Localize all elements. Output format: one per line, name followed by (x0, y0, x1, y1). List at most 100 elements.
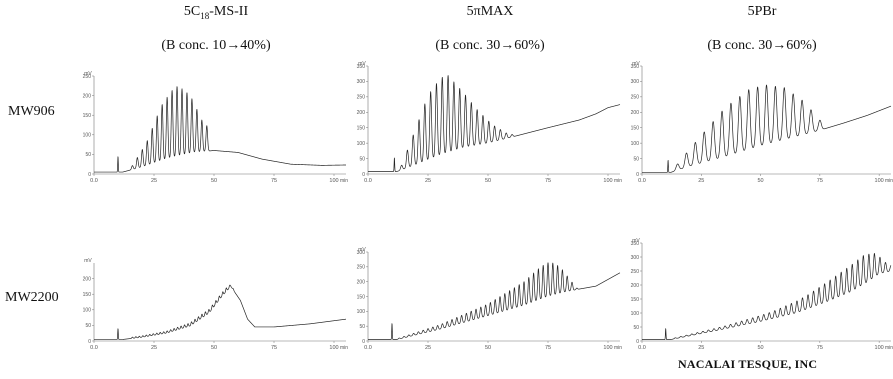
x-tick-label: 75 (545, 178, 551, 184)
y-tick-label: 200 (357, 279, 366, 285)
x-unit-label: min (340, 178, 348, 184)
y-tick-label: 100 (631, 311, 640, 317)
y-tick-label: 0 (88, 339, 91, 345)
y-tick-label: 200 (357, 110, 366, 116)
chromatogram-trace (641, 253, 892, 340)
y-tick-label: 50 (633, 156, 639, 162)
y-tick-label: 350 (631, 64, 640, 70)
x-tick-label: 0.0 (364, 178, 372, 184)
x-tick-label: 75 (545, 345, 551, 351)
y-tick-label: 0 (636, 172, 639, 178)
y-tick-label: 350 (631, 241, 640, 247)
y-tick-label: 250 (631, 95, 640, 101)
y-unit-label: mV (84, 258, 92, 264)
y-tick-label: 50 (359, 324, 365, 330)
x-tick-label: 0.0 (638, 178, 646, 184)
y-tick-label: 100 (357, 309, 366, 315)
y-unit-label: mV (358, 247, 366, 253)
y-tick-label: 100 (83, 308, 92, 314)
y-tick-label: 150 (357, 294, 366, 300)
x-tick-label: 25 (151, 345, 157, 351)
y-tick-label: 350 (357, 64, 366, 70)
x-tick-label: 75 (271, 345, 277, 351)
x-tick-label: 100 (875, 345, 884, 351)
column-title-pimax: 5πMAX (466, 4, 514, 19)
x-tick-label: 100 (329, 178, 338, 184)
y-tick-label: 0 (88, 172, 91, 178)
x-tick-label: 100 (875, 178, 884, 184)
x-tick-label: 25 (698, 178, 704, 184)
x-unit-label: min (885, 345, 893, 351)
x-unit-label: min (614, 345, 622, 351)
x-tick-label: 0.0 (90, 178, 98, 184)
y-tick-label: 100 (631, 141, 640, 147)
y-tick-label: 200 (83, 276, 92, 282)
chromatogram-trace (93, 86, 347, 173)
y-unit-label: mV (358, 61, 366, 67)
x-tick-label: 75 (817, 345, 823, 351)
column-condition-pimax: (B conc. 30→60%) (435, 38, 545, 53)
y-tick-label: 200 (83, 93, 92, 99)
y-tick-label: 0 (636, 339, 639, 345)
chromatogram-trace (367, 75, 621, 172)
y-tick-label: 0 (362, 172, 365, 178)
y-tick-label: 150 (631, 126, 640, 132)
y-unit-label: mV (84, 71, 92, 77)
x-tick-label: 50 (758, 345, 764, 351)
x-tick-label: 50 (485, 345, 491, 351)
x-tick-label: 0.0 (364, 345, 372, 351)
y-tick-label: 300 (631, 79, 640, 85)
x-tick-label: 75 (817, 178, 823, 184)
x-tick-label: 0.0 (638, 345, 646, 351)
x-tick-label: 50 (211, 178, 217, 184)
y-tick-label: 0 (362, 339, 365, 345)
y-tick-label: 150 (83, 292, 92, 298)
y-tick-label: 100 (357, 141, 366, 147)
x-tick-label: 50 (485, 178, 491, 184)
y-tick-label: 50 (633, 325, 639, 331)
y-unit-label: mV (632, 61, 640, 67)
x-tick-label: 25 (151, 178, 157, 184)
y-tick-label: 250 (631, 269, 640, 275)
row-label-mw906: MW906 (8, 104, 55, 119)
column-title-c18: 5C18-MS-II (183, 4, 249, 21)
x-tick-label: 25 (425, 345, 431, 351)
chromatogram-trace (367, 262, 621, 340)
x-tick-label: 100 (603, 178, 612, 184)
y-tick-label: 300 (631, 255, 640, 261)
y-tick-label: 300 (357, 250, 366, 256)
chromatogram-trace (641, 84, 892, 173)
y-unit-label: mV (632, 238, 640, 244)
y-tick-label: 200 (631, 283, 640, 289)
y-tick-label: 250 (357, 265, 366, 271)
column-condition-pbr: (B conc. 30→60%) (707, 38, 817, 53)
x-tick-label: 100 (329, 345, 338, 351)
y-tick-label: 250 (357, 95, 366, 101)
chromatogram-trace (93, 284, 347, 340)
x-tick-label: 50 (211, 345, 217, 351)
x-tick-label: 0.0 (90, 345, 98, 351)
y-tick-label: 100 (83, 133, 92, 139)
row-label-mw2200: MW2200 (5, 290, 59, 305)
column-condition-c18: (B conc. 10→40%) (161, 38, 271, 53)
y-tick-label: 300 (357, 79, 366, 85)
x-unit-label: min (885, 178, 893, 184)
y-tick-label: 50 (85, 323, 91, 329)
y-tick-label: 50 (85, 152, 91, 158)
x-tick-label: 25 (425, 178, 431, 184)
column-title-pbr: 5PBr (747, 4, 777, 19)
x-tick-label: 50 (758, 178, 764, 184)
x-unit-label: min (340, 345, 348, 351)
y-tick-label: 150 (83, 113, 92, 119)
x-tick-label: 100 (603, 345, 612, 351)
y-tick-label: 50 (359, 156, 365, 162)
y-tick-label: 250 (83, 74, 92, 80)
x-tick-label: 25 (698, 345, 704, 351)
brand-label: NACALAI TESQUE, INC (678, 357, 818, 371)
